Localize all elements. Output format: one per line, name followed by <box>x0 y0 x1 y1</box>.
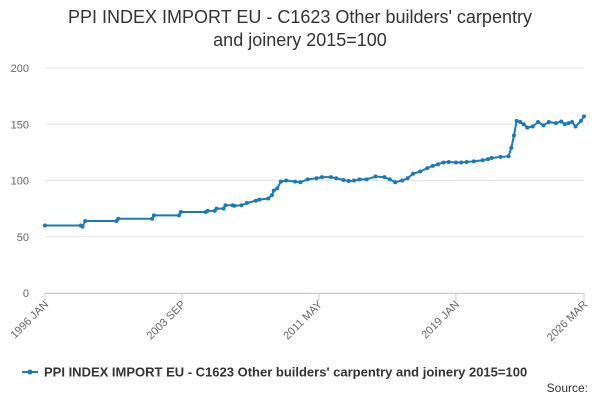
data-point[interactable] <box>562 122 567 127</box>
data-point[interactable] <box>446 159 451 164</box>
chart-title-line-1: PPI INDEX IMPORT EU - C1623 Other builde… <box>68 7 532 27</box>
data-point[interactable] <box>400 178 405 183</box>
axis-layer: 0 50 100 150 200 1996 JAN 2003 SEP 2011 MAY 2019… <box>8 63 590 344</box>
x-tick-label: 2011 MAY <box>281 298 325 342</box>
data-point[interactable] <box>453 160 458 165</box>
y-tick-label: 50 <box>17 232 29 244</box>
data-point[interactable] <box>83 219 88 223</box>
series-layer <box>43 114 586 229</box>
source-label: Source: <box>547 381 588 395</box>
data-point[interactable] <box>275 186 280 191</box>
data-point[interactable] <box>578 118 583 123</box>
data-point[interactable] <box>151 213 156 218</box>
data-point[interactable] <box>364 177 369 182</box>
series-line[interactable] <box>45 115 585 228</box>
data-point[interactable] <box>305 177 310 182</box>
data-point[interactable] <box>486 157 491 162</box>
data-point[interactable] <box>352 178 357 183</box>
data-point[interactable] <box>518 120 523 124</box>
data-point[interactable] <box>43 223 47 228</box>
legend-dot-marker <box>27 369 33 375</box>
data-point[interactable] <box>489 156 494 160</box>
data-point[interactable] <box>521 122 526 127</box>
data-point[interactable] <box>346 179 351 184</box>
y-tick-label: 200 <box>11 63 29 75</box>
data-point[interactable] <box>553 121 558 126</box>
data-point[interactable] <box>80 224 85 229</box>
data-point[interactable] <box>271 188 276 193</box>
data-point[interactable] <box>536 120 541 124</box>
data-point[interactable] <box>221 206 226 211</box>
data-point[interactable] <box>244 201 249 205</box>
data-point[interactable] <box>441 160 446 165</box>
data-point[interactable] <box>525 125 530 130</box>
data-point[interactable] <box>257 197 262 202</box>
legend[interactable]: PPI INDEX IMPORT EU - C1623 Other builde… <box>22 365 527 380</box>
y-tick-label: 100 <box>11 176 29 188</box>
data-point[interactable] <box>498 154 503 159</box>
data-point[interactable] <box>116 216 121 221</box>
data-point[interactable] <box>566 121 571 126</box>
y-tick-label: 150 <box>11 119 29 131</box>
data-point[interactable] <box>357 177 362 182</box>
data-point[interactable] <box>530 124 535 129</box>
data-point[interactable] <box>418 169 423 174</box>
chart-title: PPI INDEX IMPORT EU - C1623 Other builde… <box>0 6 600 52</box>
data-point[interactable] <box>411 171 416 176</box>
data-point[interactable] <box>393 180 398 185</box>
data-point[interactable] <box>314 176 319 181</box>
data-point[interactable] <box>506 154 511 159</box>
data-point[interactable] <box>266 196 271 201</box>
data-point[interactable] <box>425 166 430 171</box>
data-point[interactable] <box>405 176 410 181</box>
data-point[interactable] <box>284 178 289 183</box>
data-point[interactable] <box>278 179 283 184</box>
x-tick-label: 1996 JAN <box>8 299 51 342</box>
data-point[interactable] <box>514 118 519 123</box>
data-point[interactable] <box>559 119 564 124</box>
data-point[interactable] <box>269 193 274 198</box>
data-point[interactable] <box>214 206 219 211</box>
chart-title-line-2: and joinery 2015=100 <box>213 30 387 50</box>
legend-label: PPI INDEX IMPORT EU - C1623 Other builde… <box>44 365 527 380</box>
data-point[interactable] <box>582 114 586 119</box>
data-point[interactable] <box>205 208 210 213</box>
data-point[interactable] <box>373 174 378 179</box>
x-tick-label: 2003 SEP <box>145 299 189 343</box>
data-point[interactable] <box>546 120 551 124</box>
data-point[interactable] <box>387 177 392 182</box>
data-point[interactable] <box>328 175 333 180</box>
data-point[interactable] <box>436 162 441 167</box>
data-point[interactable] <box>341 177 346 182</box>
y-tick-label: 0 <box>23 288 29 300</box>
data-point[interactable] <box>176 213 181 218</box>
data-point[interactable] <box>480 158 485 163</box>
data-point[interactable] <box>382 175 387 180</box>
data-point[interactable] <box>239 203 244 208</box>
data-point[interactable] <box>541 123 546 128</box>
data-point[interactable] <box>150 216 155 221</box>
data-point[interactable] <box>511 133 516 138</box>
data-point[interactable] <box>334 176 339 181</box>
data-point[interactable] <box>573 124 578 129</box>
data-point[interactable] <box>430 163 435 168</box>
data-point[interactable] <box>232 203 237 208</box>
data-point[interactable] <box>471 159 476 164</box>
data-point[interactable] <box>298 180 303 185</box>
data-point[interactable] <box>293 179 298 184</box>
data-point[interactable] <box>223 203 228 208</box>
data-point[interactable] <box>570 120 575 124</box>
data-point[interactable] <box>319 175 324 180</box>
data-point[interactable] <box>253 198 258 203</box>
x-tick-label: 2019 JAN <box>419 299 462 342</box>
x-tick-label: 2026 MAR <box>545 299 590 344</box>
data-point[interactable] <box>509 145 514 150</box>
data-point[interactable] <box>459 160 464 165</box>
grid-layer <box>45 67 584 294</box>
data-point[interactable] <box>464 159 469 164</box>
data-point[interactable] <box>178 210 183 214</box>
